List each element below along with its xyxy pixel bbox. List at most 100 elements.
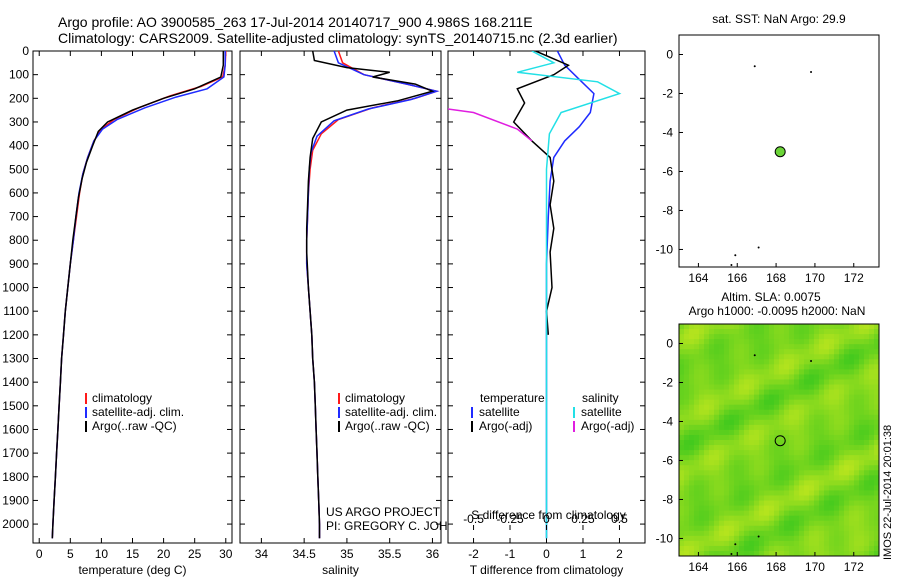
sla_map-cell — [819, 540, 825, 547]
sla_map-cell — [784, 500, 790, 507]
sla_map-cell — [694, 490, 700, 496]
sla_map-cell — [714, 455, 720, 461]
sla_map-cell — [739, 525, 745, 532]
sla_map-cell — [774, 404, 780, 411]
sla_map-cell — [829, 409, 835, 416]
sla_map-cell — [784, 465, 790, 471]
sla_map-cell — [809, 535, 815, 542]
sla_map-cell — [734, 500, 740, 507]
sla_map-cell — [679, 525, 685, 532]
sla_map-cell — [734, 429, 740, 436]
sla_map-cell — [749, 445, 755, 451]
sla_map-cell — [739, 354, 745, 360]
sla_map-cell — [794, 510, 800, 517]
sla_map-cell — [754, 475, 760, 481]
sst_map-ytick-label: -4 — [662, 125, 673, 139]
sla_map-cell — [739, 520, 745, 527]
sla_map-cell — [734, 525, 740, 532]
sla_map-cell — [694, 505, 700, 512]
sla_map-cell — [774, 414, 780, 421]
sla_map-cell — [739, 394, 745, 401]
sla_map-cell — [789, 530, 795, 537]
sla_map-cell — [764, 535, 770, 542]
sla_map-cell — [859, 485, 865, 491]
sla_map-cell — [834, 369, 840, 375]
sla_map-cell — [794, 384, 800, 391]
sla_map-cell — [759, 374, 765, 380]
sla_map-cell — [834, 470, 840, 476]
sla_map-cell — [809, 429, 815, 436]
temperature-ytick-label: 300 — [9, 115, 29, 129]
sla_map-cell — [744, 414, 750, 421]
salinity-legend-label: climatology — [345, 391, 405, 405]
sla_map-cell — [709, 419, 715, 426]
sla_map-cell — [844, 510, 850, 517]
sla_map-cell — [844, 419, 850, 426]
sla_map-cell — [684, 339, 690, 345]
sla_map-cell — [849, 369, 855, 375]
sla_map-cell — [764, 379, 770, 386]
sla_map-cell — [744, 374, 750, 380]
sla_map-cell — [829, 329, 835, 335]
sla_map-cell — [719, 530, 725, 537]
sla_map-cell — [864, 460, 870, 466]
sla_map-cell — [779, 434, 785, 441]
sla_map-cell — [829, 344, 835, 350]
sla_map-cell — [734, 455, 740, 461]
sla_map-cell — [784, 424, 790, 431]
sla_map-cell — [829, 470, 835, 476]
sla_map-cell — [779, 440, 785, 446]
sla_map-cell — [789, 339, 795, 345]
sla_map-cell — [814, 414, 820, 421]
sla_map-cell — [684, 394, 690, 401]
sla_map-cell — [859, 344, 865, 350]
sla_map-cell — [759, 530, 765, 537]
sla_map-cell — [779, 374, 785, 380]
sla_map-cell — [719, 545, 725, 552]
sla_map-cell — [869, 359, 875, 365]
temperature-ytick-label: 1100 — [3, 304, 29, 318]
sla_map-cell — [844, 545, 850, 552]
sla_map-cell — [759, 500, 765, 507]
sla_map-cell — [754, 424, 760, 431]
sla_map-cell — [684, 465, 690, 471]
sla_map-cell — [694, 324, 700, 330]
sla_map-cell — [814, 520, 820, 527]
sla_map-cell — [854, 409, 860, 416]
sla_map-cell — [844, 334, 850, 340]
sla_map-cell — [854, 424, 860, 431]
sla_map-cell — [874, 465, 880, 471]
sla_map-cell — [859, 434, 865, 441]
temperature-xlabel: temperature (deg C) — [78, 563, 186, 577]
sla_map-cell — [864, 379, 870, 386]
sla_map-cell — [864, 520, 870, 527]
sla_map-cell — [869, 434, 875, 441]
sla_map-cell — [714, 334, 720, 340]
sla_map-cell — [824, 339, 830, 345]
sla_map-cell — [744, 329, 750, 335]
sla_map-cell — [839, 364, 845, 370]
sla_map-cell — [714, 475, 720, 481]
sla_map-cell — [764, 500, 770, 507]
sla_map-cell — [764, 455, 770, 461]
sla_map-cell — [844, 490, 850, 496]
sla_map-cell — [784, 470, 790, 476]
sla_map-cell — [839, 374, 845, 380]
sla_map-cell — [794, 404, 800, 411]
sla_map-cell — [739, 419, 745, 426]
sla_map-cell — [799, 475, 805, 481]
sla_map-cell — [829, 445, 835, 451]
sla_map-cell — [854, 389, 860, 396]
sla_map-cell — [749, 424, 755, 431]
sla_map-cell — [824, 530, 830, 537]
sla_map-cell — [759, 485, 765, 491]
sla_map-cell — [734, 399, 740, 406]
sla_map-cell — [709, 409, 715, 416]
sla_map-cell — [849, 384, 855, 391]
sla_map-cell — [714, 500, 720, 507]
sla_map-cell — [869, 384, 875, 391]
sla_map-cell — [764, 369, 770, 375]
sla_map-cell — [854, 354, 860, 360]
sla_map-cell — [854, 550, 860, 557]
sla_map-cell — [824, 369, 830, 375]
